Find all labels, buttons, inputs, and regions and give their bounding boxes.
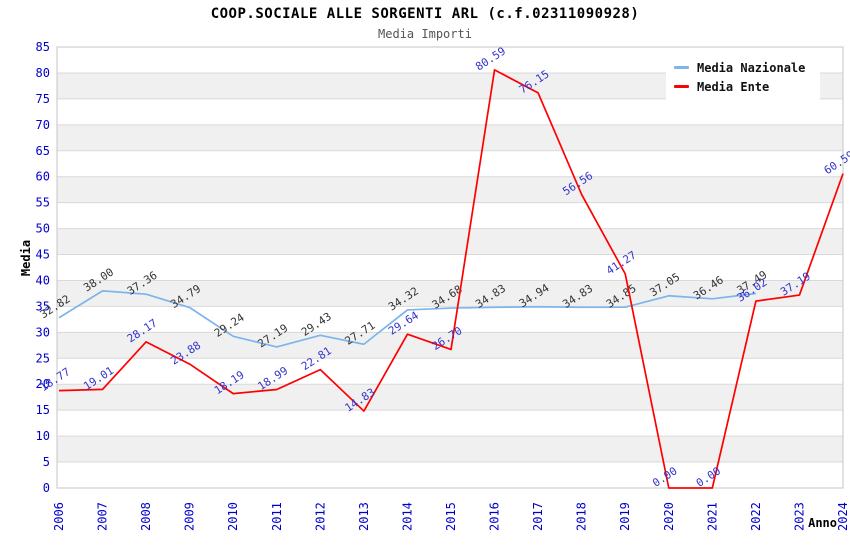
x-tick-label: 2009 [183,502,197,531]
x-tick-label: 2008 [139,502,153,531]
grid-band [57,410,843,437]
x-tick-label: 2017 [531,502,545,531]
grid-band [57,254,843,281]
x-tick-label: 2020 [662,502,676,531]
y-tick-label: 75 [36,92,50,106]
y-tick-label: 70 [36,118,50,132]
legend-label-media-ente: Media Ente [697,79,770,94]
x-tick-label: 2010 [226,502,240,531]
y-tick-label: 40 [36,273,50,287]
legend-item-media-ente: Media Ente [674,77,820,96]
plot-border [56,46,844,489]
grid-band [57,332,843,359]
y-tick-label: 20 [36,377,50,391]
legend-item-media-nazionale: Media Nazionale [674,58,820,77]
media-ente-line [58,69,844,489]
grid-band [57,280,843,307]
y-tick-label: 35 [36,299,50,313]
y-axis-title: Media [19,240,33,276]
x-tick-label: 2019 [618,502,632,531]
x-tick-label: 2007 [96,502,110,531]
y-tick-label: 85 [36,40,50,54]
y-tick-label: 50 [36,222,50,236]
chart-title: COOP.SOCIALE ALLE SORGENTI ARL (c.f.0231… [210,6,640,22]
y-tick-label: 65 [36,144,50,158]
y-tick-label: 60 [36,170,50,184]
y-tick-label: 25 [36,351,50,365]
y-tick-label: 55 [36,196,50,210]
x-tick-label: 2016 [488,502,502,531]
x-tick-label: 2022 [749,502,763,531]
x-tick-label: 2024 [836,502,850,531]
y-tick-label: 5 [43,455,50,469]
y-tick-label: 0 [43,481,50,495]
grid-band [57,202,843,229]
grid-band [57,124,843,151]
x-tick-label: 2023 [792,502,806,531]
x-tick-label: 2011 [270,502,284,531]
x-tick-label: 2018 [575,502,589,531]
grid-band [57,228,843,255]
y-tick-label: 10 [36,429,50,443]
y-tick-label: 80 [36,66,50,80]
x-tick-label: 2012 [313,502,327,531]
x-tick-label: 2013 [357,502,371,531]
grid-band [57,176,843,203]
grid-band [57,98,843,125]
x-tick-label: 2006 [52,502,66,531]
grid-band [57,462,843,488]
x-axis-title: Anno [808,516,837,530]
legend-label-media-nazionale: Media Nazionale [697,60,806,75]
grid-band [57,150,843,177]
media-ente-line-swatch [674,85,689,88]
y-tick-label: 15 [36,403,50,417]
media-nazionale-line [58,289,756,348]
grid-band [57,384,843,411]
grid-band [57,306,843,333]
y-tick-label: 45 [36,248,50,262]
x-tick-label: 2021 [705,502,719,531]
grid-band [57,436,843,463]
legend: Media Nazionale Media Ente [666,53,820,102]
x-tick-label: 2014 [400,502,414,531]
chart-subtitle: Media Importi [378,27,472,41]
y-tick-label: 30 [36,325,50,339]
x-tick-label: 2015 [444,502,458,531]
media-nazionale-line-swatch [674,66,689,69]
